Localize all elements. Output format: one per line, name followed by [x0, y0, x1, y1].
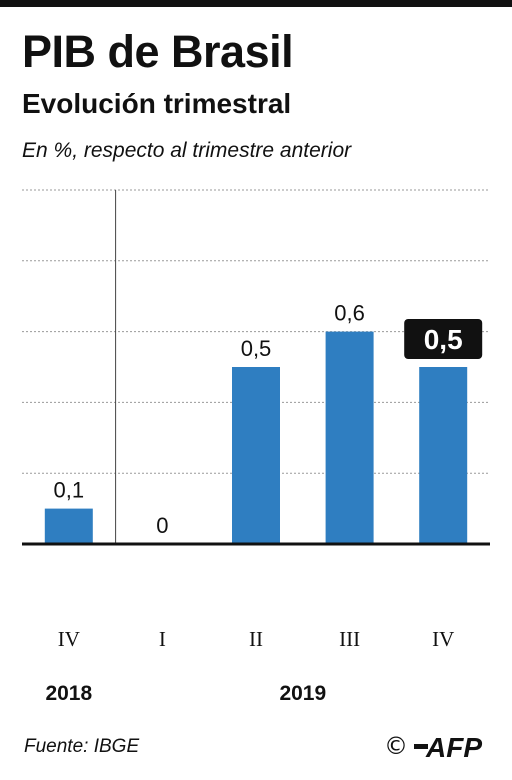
data-label-3: 0,5 — [241, 336, 272, 361]
x-tick-label-4: III — [339, 627, 360, 651]
data-label-2: 0 — [156, 513, 168, 538]
afp-logo-icon: AFP — [414, 732, 482, 762]
bar-3 — [232, 367, 280, 544]
afp-logo-text: AFP — [425, 732, 482, 762]
x-tick-label-2: I — [159, 627, 166, 651]
chart-title: PIB de Brasil — [22, 26, 294, 77]
x-tick-label-5: IV — [432, 627, 454, 651]
highlight-label-box — [404, 319, 483, 359]
chart-subtitle: Evolución trimestral — [22, 88, 292, 119]
top-rule — [0, 0, 512, 7]
data-label-4: 0,6 — [334, 301, 365, 326]
bar-4 — [325, 331, 374, 544]
bar-5 — [419, 367, 468, 544]
copyright-icon: © — [384, 732, 408, 760]
data-label-5: 0,5 — [424, 324, 463, 355]
afp-logo: © AFP — [384, 731, 490, 763]
source-note: Fuente: IBGE — [24, 736, 140, 757]
year-label-1: 2018 — [45, 682, 92, 705]
unit-note: En %, respecto al trimestre anterior — [22, 139, 352, 162]
year-label-2: 2019 — [279, 682, 326, 705]
x-tick-label-1: IV — [58, 627, 80, 651]
x-tick-label-3: II — [249, 627, 263, 651]
data-label-1: 0,1 — [54, 478, 85, 503]
bar-1 — [44, 508, 93, 544]
bar-chart: 0,1 IV 0 I 0,5 II 0,6 III 0,5 IV 2018 2019 — [22, 189, 490, 705]
